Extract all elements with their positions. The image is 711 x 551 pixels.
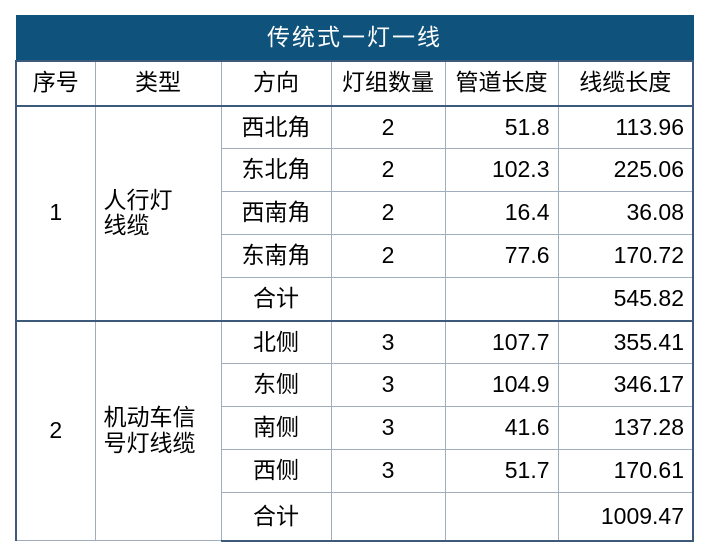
cell-direction: 东南角 <box>220 234 332 278</box>
cell-lamp-count: 3 <box>330 406 446 450</box>
grand-total-cable-len: 1009.47 <box>557 492 694 542</box>
column-header-lamp-count: 灯组数量 <box>330 59 446 107</box>
cell-cable-len: 170.72 <box>557 234 694 278</box>
subtotal-lamp-count <box>330 277 446 321</box>
cell-lamp-count: 2 <box>330 234 446 278</box>
column-header-cable-len: 线缆长度 <box>557 59 694 107</box>
subtotal-row: 合计 545.82 <box>16 277 694 321</box>
table-header-row: 序号 类型 方向 灯组数量 管道长度 线缆长度 <box>15 59 694 107</box>
cell-direction: 东侧 <box>220 363 332 407</box>
group-type-line2: 线缆 <box>103 212 150 238</box>
cell-direction: 北侧 <box>220 319 332 364</box>
group-type-line1: 机动车信 <box>103 404 196 431</box>
cell-pipe-len: 51.7 <box>444 449 559 493</box>
subtotal-cable-len: 545.82 <box>557 277 694 321</box>
cell-pipe-len: 41.6 <box>444 406 559 450</box>
table-row: 西南角 2 16.4 36.08 <box>16 191 694 235</box>
group-type-line1: 人行灯 <box>103 186 173 213</box>
table-row: 南侧 3 41.6 137.28 <box>16 406 694 450</box>
subtotal-pipe-len <box>444 277 559 321</box>
cell-pipe-len: 16.4 <box>444 191 559 235</box>
cell-cable-len: 36.08 <box>557 191 694 235</box>
cell-cable-len: 113.96 <box>557 105 694 149</box>
cell-pipe-len: 102.3 <box>444 148 559 192</box>
cable-length-summary-table: 传统式一灯一线 序号 类型 方向 灯组数量 管道长度 线缆长度 1 人行灯 线缆… <box>15 15 694 542</box>
cell-pipe-len: 77.6 <box>444 234 559 278</box>
cell-direction: 西北角 <box>220 105 332 149</box>
cell-cable-len: 137.28 <box>557 406 694 450</box>
group-type: 机动车信 号灯线缆 <box>94 319 222 541</box>
table-row: 东北角 2 102.3 225.06 <box>16 148 694 192</box>
column-header-index: 序号 <box>15 59 96 107</box>
cell-pipe-len: 104.9 <box>444 363 559 407</box>
cell-pipe-len: 107.7 <box>444 319 559 364</box>
cell-direction: 西南角 <box>220 191 332 235</box>
cell-lamp-count: 2 <box>330 105 446 149</box>
cell-direction: 南侧 <box>220 406 332 450</box>
group-index: 1 <box>15 105 96 321</box>
cell-lamp-count: 2 <box>330 191 446 235</box>
table-title: 传统式一灯一线 <box>15 15 694 61</box>
cell-cable-len: 170.61 <box>557 449 694 493</box>
column-header-pipe-len: 管道长度 <box>444 59 559 107</box>
group-type: 人行灯 线缆 <box>94 105 222 321</box>
grand-total-row: 合计 1009.47 <box>16 492 694 542</box>
group-index: 2 <box>15 319 96 541</box>
column-header-direction: 方向 <box>220 59 332 107</box>
grand-total-pipe-len <box>444 492 559 542</box>
table-row: 西侧 3 51.7 170.61 <box>16 449 694 493</box>
cell-pipe-len: 51.8 <box>444 105 559 149</box>
cell-lamp-count: 3 <box>330 363 446 407</box>
column-header-type: 类型 <box>94 59 222 107</box>
cell-cable-len: 225.06 <box>557 148 694 192</box>
cell-lamp-count: 3 <box>330 449 446 493</box>
cell-lamp-count: 3 <box>330 319 446 364</box>
cell-direction: 东北角 <box>220 148 332 192</box>
grand-total-label: 合计 <box>220 492 332 542</box>
cell-cable-len: 355.41 <box>557 319 694 364</box>
cell-direction: 西侧 <box>220 449 332 493</box>
cell-cable-len: 346.17 <box>557 363 694 407</box>
group-type-line2: 号灯线缆 <box>103 429 196 456</box>
table-row: 东侧 3 104.9 346.17 <box>16 363 694 407</box>
subtotal-label: 合计 <box>220 277 332 321</box>
table-title-row: 传统式一灯一线 <box>15 15 694 61</box>
grand-total-lamp-count <box>330 492 446 542</box>
table-container: 传统式一灯一线 序号 类型 方向 灯组数量 管道长度 线缆长度 1 人行灯 线缆… <box>15 15 694 542</box>
table-row: 1 人行灯 线缆 西北角 2 51.8 113.96 <box>15 105 694 321</box>
table-row: 2 机动车信 号灯线缆 北侧 3 107.7 355.41 <box>15 319 694 541</box>
cell-lamp-count: 2 <box>330 148 446 192</box>
